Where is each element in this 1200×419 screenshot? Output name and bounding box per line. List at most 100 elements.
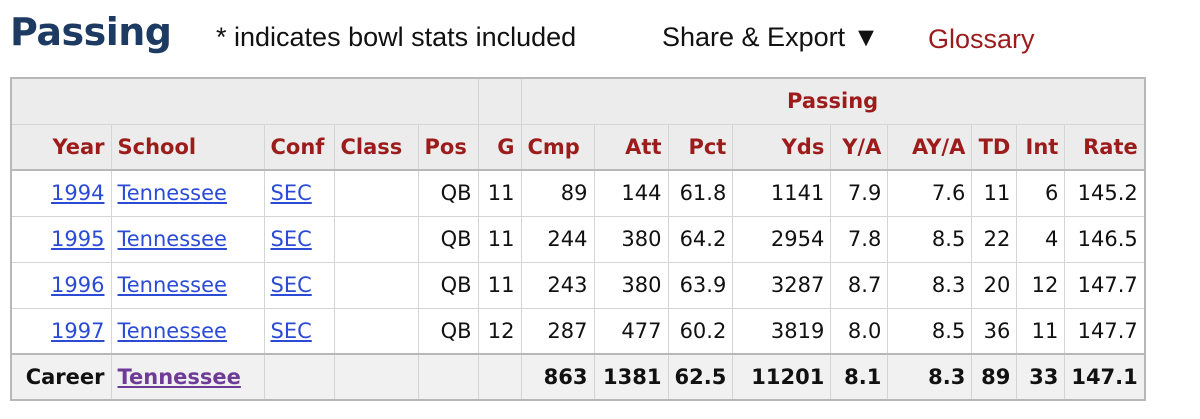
pct-cell: 60.2 [667,307,734,355]
over-header-row: Passing [10,77,1146,125]
col-header-school[interactable]: School [110,123,265,171]
cmp-cell: 89 [520,169,595,217]
att-cell: 380 [593,215,669,263]
career-ya: 8.1 [830,353,889,401]
yds-cell: 3287 [732,261,832,309]
bowl-stats-note: * indicates bowl stats included [216,22,577,52]
class-cell [333,169,419,217]
col-header-att[interactable]: Att [593,123,669,171]
class-cell [333,307,419,355]
year-link[interactable]: 1997 [51,318,105,343]
col-header-td[interactable]: TD [971,123,1018,171]
passing-table-wrapper: Passing Year School Conf Class Pos G Cmp… [10,77,1146,401]
career-conf-cell [263,353,335,401]
rate-cell: 145.2 [1064,169,1146,217]
section-title: Passing [10,10,172,54]
aya-cell: 8.3 [887,261,973,309]
career-pct: 62.5 [667,353,734,401]
school-link[interactable]: Tennessee [117,181,227,206]
g-cell: 11 [477,169,522,217]
table-row: 1994 Tennessee SEC QB 11 89 144 61.8 114… [10,169,1146,217]
td-cell: 22 [971,215,1018,263]
col-header-int[interactable]: Int [1016,123,1066,171]
pos-cell: QB [417,215,479,263]
table-row: 1995 Tennessee SEC QB 11 244 380 64.2 29… [10,215,1146,263]
int-cell: 12 [1016,261,1066,309]
career-class-cell [333,353,419,401]
rate-cell: 147.7 [1064,307,1146,355]
school-link[interactable]: Tennessee [117,273,227,297]
conf-link[interactable]: SEC [270,273,312,297]
career-rate: 147.1 [1064,353,1146,401]
td-cell: 20 [971,261,1018,309]
class-cell [333,215,419,263]
school-link[interactable]: Tennessee [117,227,227,251]
col-header-ya[interactable]: Y/A [830,123,889,171]
pct-cell: 63.9 [667,261,734,309]
col-header-pct[interactable]: Pct [667,123,734,171]
col-header-pos[interactable]: Pos [417,123,479,171]
ya-cell: 7.8 [830,215,889,263]
conf-link[interactable]: SEC [270,318,312,343]
g-cell: 11 [477,215,522,263]
col-header-cmp[interactable]: Cmp [520,123,595,171]
att-cell: 380 [593,261,669,309]
int-cell: 4 [1016,215,1066,263]
glossary-link[interactable]: Glossary [928,24,1035,54]
conf-link[interactable]: SEC [270,181,312,206]
passing-table: Passing Year School Conf Class Pos G Cmp… [10,77,1146,401]
conf-link[interactable]: SEC [270,227,312,251]
career-pos-cell [417,353,479,401]
table-row: 1996 Tennessee SEC QB 11 243 380 63.9 32… [10,261,1146,309]
col-header-yds[interactable]: Yds [732,123,832,171]
g-cell: 12 [477,307,522,355]
career-yds: 11201 [732,353,832,401]
yds-cell: 1141 [732,169,832,217]
pos-cell: QB [417,169,479,217]
yds-cell: 2954 [732,215,832,263]
rate-cell: 147.7 [1064,261,1146,309]
aya-cell: 7.6 [887,169,973,217]
over-header-blank [10,77,479,125]
pos-cell: QB [417,307,479,355]
career-aya: 8.3 [887,353,973,401]
column-header-row: Year School Conf Class Pos G Cmp Att Pct… [10,123,1146,171]
class-cell [333,261,419,309]
career-int: 33 [1016,353,1066,401]
table-row: 1997 Tennessee SEC QB 12 287 477 60.2 38… [10,307,1146,355]
col-header-conf[interactable]: Conf [263,123,335,171]
career-att: 1381 [593,353,669,401]
rate-cell: 146.5 [1064,215,1146,263]
td-cell: 36 [971,307,1018,355]
att-cell: 477 [593,307,669,355]
year-link[interactable]: 1994 [51,181,105,206]
passing-group-header: Passing [520,77,1146,125]
cmp-cell: 287 [520,307,595,355]
over-header-blank-g [477,77,522,125]
col-header-year[interactable]: Year [10,123,112,171]
pct-cell: 61.8 [667,169,734,217]
career-g-cell [477,353,522,401]
td-cell: 11 [971,169,1018,217]
cmp-cell: 243 [520,261,595,309]
career-row: Career Tennessee 863 1381 62.5 11201 8.1… [10,353,1146,401]
col-header-g[interactable]: G [477,123,522,171]
section-header: Passing * indicates bowl stats included … [0,0,1200,70]
ya-cell: 7.9 [830,169,889,217]
int-cell: 11 [1016,307,1066,355]
share-export-menu[interactable]: Share & Export ▼ [662,22,880,52]
aya-cell: 8.5 [887,307,973,355]
cmp-cell: 244 [520,215,595,263]
career-school-link[interactable]: Tennessee [117,365,241,389]
yds-cell: 3819 [732,307,832,355]
year-link[interactable]: 1996 [51,273,105,297]
ya-cell: 8.7 [830,261,889,309]
att-cell: 144 [593,169,669,217]
school-link[interactable]: Tennessee [117,318,227,343]
career-td: 89 [971,353,1018,401]
year-link[interactable]: 1995 [51,227,105,251]
col-header-class[interactable]: Class [333,123,419,171]
col-header-rate[interactable]: Rate [1064,123,1146,171]
col-header-aya[interactable]: AY/A [887,123,973,171]
pct-cell: 64.2 [667,215,734,263]
